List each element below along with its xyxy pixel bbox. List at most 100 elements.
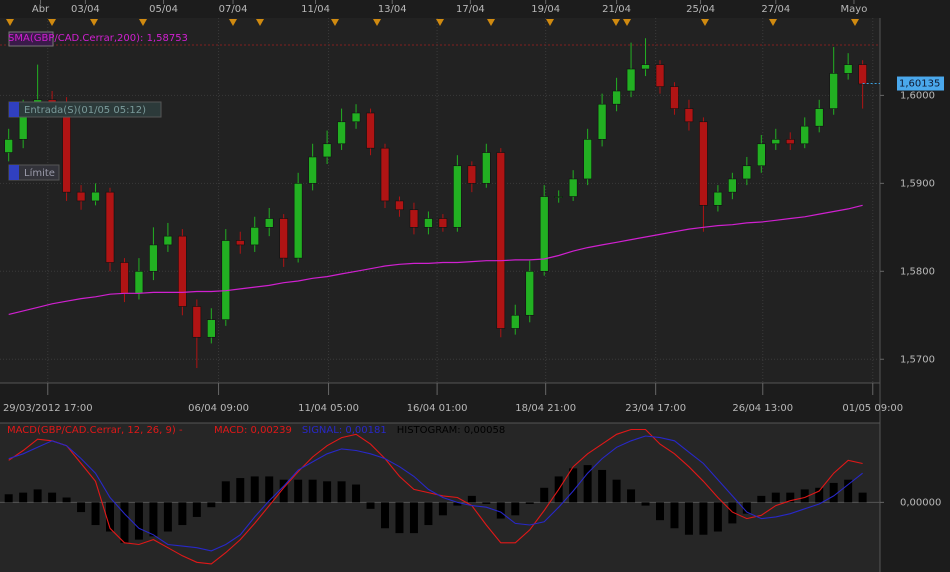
histogram-bar bbox=[525, 502, 534, 504]
histogram-bar bbox=[294, 479, 303, 503]
histogram-bar bbox=[453, 502, 462, 506]
candle-body bbox=[568, 178, 578, 197]
histogram-bar bbox=[4, 494, 13, 503]
histogram-bar bbox=[728, 502, 737, 524]
candle-body bbox=[105, 191, 115, 263]
x2-tick-label: 19/04 bbox=[531, 4, 560, 15]
sma-tag-box bbox=[8, 31, 54, 47]
macd-line bbox=[8, 428, 863, 565]
event-marker bbox=[612, 19, 620, 26]
candle-body bbox=[322, 143, 332, 158]
candle-body bbox=[380, 147, 390, 202]
histogram-bar bbox=[800, 489, 809, 503]
histogram-bar bbox=[381, 502, 389, 529]
histogram-bar bbox=[684, 502, 693, 535]
candle-body bbox=[264, 218, 274, 228]
legend-entry: MACD: 0,00239 bbox=[214, 425, 292, 436]
candle-body bbox=[684, 108, 694, 123]
sma-legend: SMA(GBP/CAD.Cerrar,200): 1,58753 bbox=[8, 33, 188, 44]
histogram-bar bbox=[106, 502, 114, 532]
histogram-bar bbox=[192, 502, 201, 517]
y-tick-label: 1,5800 bbox=[900, 266, 935, 277]
histogram-bar bbox=[612, 479, 621, 503]
histogram-bar bbox=[438, 502, 447, 516]
histogram-bar bbox=[163, 502, 172, 532]
event-marker bbox=[256, 19, 264, 26]
histogram-bar bbox=[757, 495, 766, 503]
candle-body bbox=[525, 271, 535, 316]
candle-body bbox=[496, 152, 506, 329]
candle-body bbox=[235, 240, 245, 246]
histogram-bar bbox=[641, 502, 650, 506]
candle-body bbox=[250, 227, 260, 246]
candle-body bbox=[785, 139, 795, 145]
histogram-bar bbox=[699, 502, 708, 535]
candle-body bbox=[351, 112, 361, 123]
histogram-bar bbox=[815, 487, 824, 503]
histogram-bar bbox=[149, 502, 158, 537]
histogram-bar bbox=[221, 481, 230, 503]
x2-tick-label: 11/04 bbox=[301, 4, 330, 15]
candle-body bbox=[814, 108, 824, 127]
limit-tag: Límite bbox=[24, 167, 55, 179]
macd-title: MACD(GBP/CAD.Cerrar, 12, 26, 9) - bbox=[7, 425, 183, 436]
y-tick-label: 1,5900 bbox=[900, 178, 935, 189]
histogram-bar bbox=[496, 502, 505, 519]
x2-tick-label: 17/04 bbox=[456, 4, 485, 15]
histogram-bar bbox=[713, 502, 722, 532]
entry-tag-handle bbox=[9, 102, 19, 117]
candle-body bbox=[438, 218, 448, 228]
last-price-box bbox=[897, 76, 944, 91]
histogram-bar bbox=[771, 492, 780, 503]
x-tick-label: 23/04 17:00 bbox=[625, 403, 686, 414]
limit-tag-handle bbox=[9, 165, 19, 180]
event-marker bbox=[487, 19, 495, 26]
candle-body bbox=[771, 139, 781, 145]
histogram-bar bbox=[323, 481, 332, 503]
candle-body bbox=[728, 178, 737, 193]
candle-body bbox=[655, 64, 665, 87]
x-tick-label: 01/05 09:00 bbox=[842, 403, 903, 414]
event-marker bbox=[373, 19, 381, 26]
histogram-bar bbox=[511, 502, 520, 516]
price-panel bbox=[0, 18, 880, 383]
candle-body bbox=[539, 196, 549, 272]
candle-body bbox=[626, 68, 636, 92]
x-tick-label: 18/04 21:00 bbox=[515, 403, 576, 414]
event-markers bbox=[6, 19, 859, 26]
candle-body bbox=[510, 314, 520, 329]
histogram-bar bbox=[265, 476, 274, 503]
x2-tick-label: Mayo bbox=[841, 4, 868, 15]
event-marker bbox=[851, 19, 859, 26]
histogram-bar bbox=[366, 502, 375, 509]
x2-tick-label: 25/04 bbox=[686, 4, 715, 15]
candle-body bbox=[120, 262, 129, 294]
x-tick-label: 11/04 05:00 bbox=[298, 403, 359, 414]
candle-body bbox=[134, 271, 144, 294]
x2-tick-label: 07/04 bbox=[219, 4, 248, 15]
event-marker bbox=[769, 19, 777, 26]
candle-body bbox=[757, 143, 766, 167]
event-marker bbox=[331, 19, 339, 26]
x2-tick-label: 05/04 bbox=[149, 4, 178, 15]
histogram-bar bbox=[120, 502, 129, 543]
histogram-bar bbox=[48, 492, 57, 503]
histogram-bar bbox=[279, 479, 288, 503]
candle-body bbox=[4, 139, 13, 153]
histogram-bar bbox=[19, 492, 28, 503]
histogram-bar bbox=[352, 484, 361, 503]
histogram-bar bbox=[207, 502, 216, 508]
histogram-bar bbox=[424, 502, 433, 526]
histogram-bar bbox=[786, 492, 795, 503]
histogram-bar bbox=[134, 502, 143, 540]
histogram-bar bbox=[467, 495, 476, 503]
sma-line bbox=[8, 204, 863, 315]
histogram-bar bbox=[337, 481, 346, 503]
candle-body bbox=[424, 218, 433, 228]
y-tick-label: 0,00000 bbox=[900, 497, 941, 508]
histogram-bar bbox=[33, 489, 42, 503]
x-tick-label: 06/04 09:00 bbox=[188, 403, 249, 414]
